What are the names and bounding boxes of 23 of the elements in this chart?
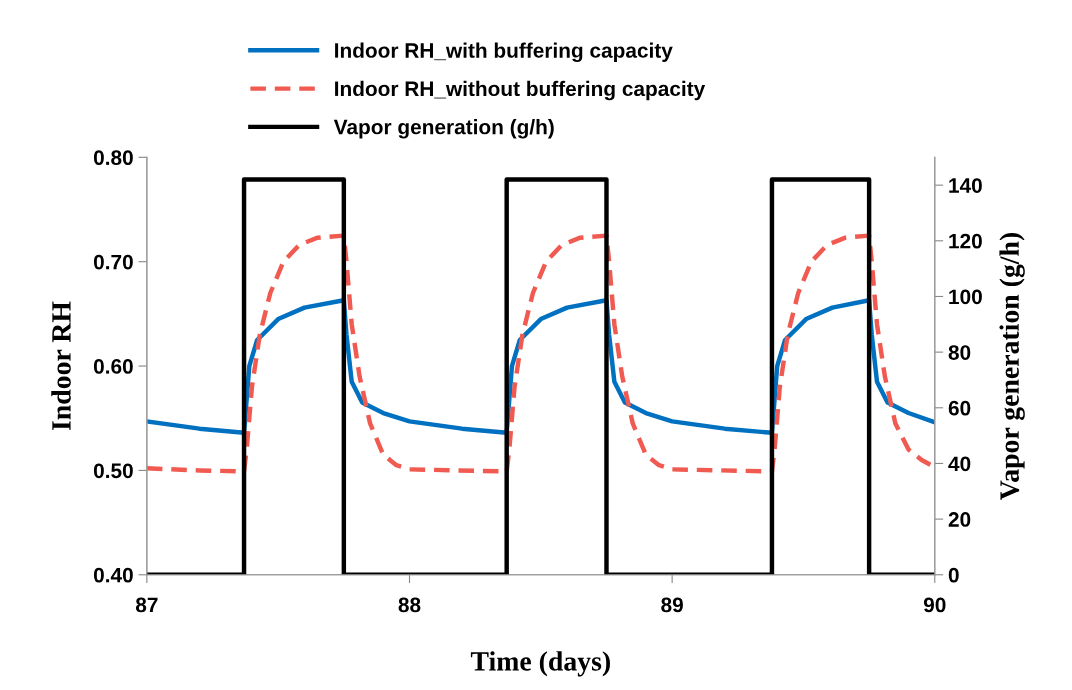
y-tick-label: 0.40 [93,567,133,583]
y2-axis-title: Vapor generation (g/h) [999,232,1025,501]
x-tick-label: 88 [398,597,421,613]
y2-tick-label: 100 [949,289,982,305]
y2-tick-label: 80 [948,345,971,360]
x-tick-label: 90 [923,597,946,613]
y-tick-label: 0.80 [93,150,133,166]
y-axis-title: Indoor RH [51,301,71,431]
legend-label: Vapor generation (g/h) [333,119,554,139]
legend-label: Indoor RH_with buffering capacity [335,42,673,63]
y2-tick-label: 60 [948,400,971,416]
x-tick-label: 89 [661,597,683,613]
y2-tick-label: 40 [948,456,971,472]
y2-tick-label: 0 [948,567,959,583]
y2-tick-label: 20 [948,512,971,527]
y2-tick-label: 140 [949,178,982,193]
x-axis-title: Time (days) [470,651,610,677]
legend-label: Indoor RH_without buffering capacity [335,80,706,101]
y2-tick-label: 120 [949,233,982,249]
y-tick-label: 0.60 [93,359,133,374]
x-tick-label: 87 [135,597,158,613]
y-tick-label: 0.50 [93,463,133,479]
y-tick-label: 0.70 [93,254,133,270]
